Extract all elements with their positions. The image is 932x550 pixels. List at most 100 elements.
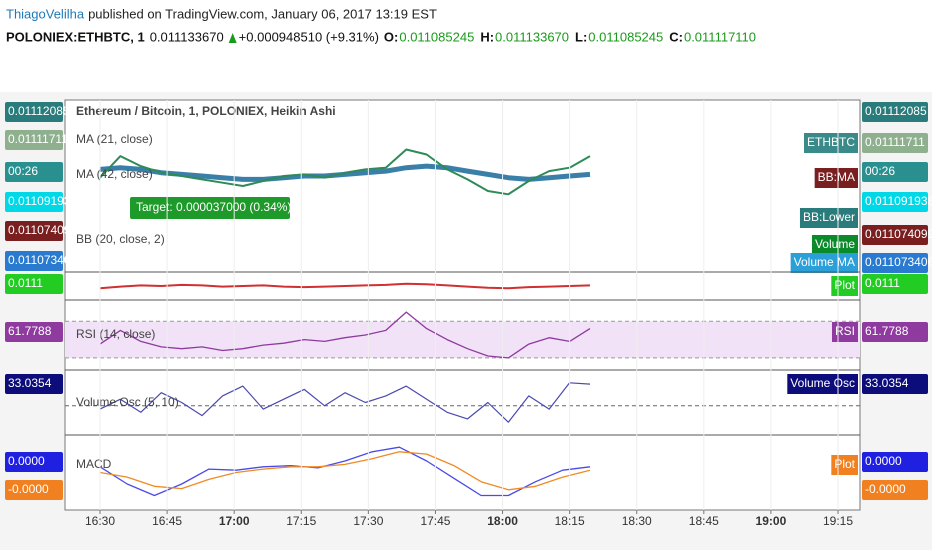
price-label-box	[5, 452, 63, 472]
quote-text: POLONIEX:ETHBTC, 1	[6, 29, 145, 44]
price-label: 0.01111711	[8, 132, 68, 146]
series-tag: Volume	[815, 237, 855, 251]
price-label: 0.0000	[8, 454, 45, 468]
price-label-box	[862, 253, 928, 273]
time-label: 18:00	[487, 514, 518, 528]
price-label: 0.0000	[865, 454, 902, 468]
price-label: 33.0354	[865, 376, 909, 390]
field-value: 0.011133670	[495, 29, 569, 44]
price-label: 0.01112085	[8, 104, 70, 118]
price-label: 0.0111	[8, 276, 43, 290]
price-label: -0.0000	[865, 482, 906, 496]
series-tag: Volume MA	[794, 255, 855, 269]
series-line	[99, 311, 591, 359]
quote-text: +0.000948510 (+9.31%)	[239, 29, 379, 44]
author[interactable]: ThiagoVelilha	[6, 6, 85, 21]
time-label: 19:00	[756, 514, 787, 528]
pane-legend: MA (21, close)	[76, 132, 153, 146]
series-line	[99, 382, 591, 423]
series-tag-box	[804, 133, 858, 153]
series-tag: ETHBTC	[807, 135, 855, 149]
field-value: 0.011085245	[588, 29, 663, 44]
rsi-band	[65, 321, 860, 358]
price-label: -0.0000	[8, 482, 49, 496]
price-label-box	[5, 102, 63, 122]
series-tag: Plot	[834, 457, 855, 471]
series-tag-box	[787, 374, 858, 394]
price-label-box	[862, 133, 928, 153]
time-label: 17:45	[420, 514, 450, 528]
pane-legend: MA (42, close)	[76, 167, 153, 181]
price-label-box	[5, 274, 63, 294]
price-label: 0.011074099	[865, 227, 932, 241]
series-line	[99, 451, 591, 491]
time-label: 16:30	[85, 514, 115, 528]
price-label: 0.01112085	[865, 104, 927, 118]
price-label-box	[5, 251, 63, 271]
series-tag-box	[814, 168, 858, 188]
price-label: 33.0354	[8, 376, 52, 390]
time-label: 17:15	[286, 514, 316, 528]
price-label-box	[862, 452, 928, 472]
price-label-box	[5, 322, 63, 342]
time-label: 17:00	[219, 514, 250, 528]
price-label: 61.7788	[8, 324, 52, 338]
price-label-box	[5, 480, 63, 500]
price-label: 0.011091936	[865, 194, 932, 208]
pane-legend: BB (20, close, 2)	[76, 232, 165, 246]
price-label-box	[862, 192, 928, 212]
series-line	[99, 148, 591, 196]
price-label: 00:26	[8, 164, 38, 178]
series-tag: Volume Osc	[790, 376, 855, 390]
field-value: 0.011117110	[684, 29, 756, 44]
series-tag: BB:MA	[818, 170, 855, 184]
time-label: 18:45	[689, 514, 719, 528]
price-label-box	[862, 162, 928, 182]
price-label: 0.0111	[865, 276, 900, 290]
price-label-box	[5, 162, 63, 182]
price-label-box	[5, 130, 63, 150]
price-label-box	[862, 102, 928, 122]
series-tag-box	[799, 208, 858, 228]
plot-area	[64, 99, 861, 511]
quote-text: 0.011133670	[150, 29, 224, 44]
series-line	[99, 163, 591, 182]
pane-legend: RSI (14, close)	[76, 327, 155, 341]
target-box	[130, 197, 290, 219]
price-label: 0.01111711	[865, 135, 925, 149]
pane-legend: Volume Osc (5, 10)	[76, 395, 179, 409]
series-tag: Plot	[834, 278, 855, 292]
price-label: 61.7788	[865, 324, 909, 338]
price-label-box	[862, 480, 928, 500]
price-label-box	[862, 322, 928, 342]
price-label: 0.011073406	[865, 255, 932, 269]
time-label: 16:45	[152, 514, 182, 528]
time-label: 18:15	[555, 514, 585, 528]
price-label-box	[5, 374, 63, 394]
price-label: 0.011091936	[8, 194, 78, 208]
series-tag: BB:Lower	[803, 210, 855, 224]
price-label: 0.011073406	[8, 253, 78, 267]
field-label: O:	[384, 29, 398, 44]
series-line	[99, 282, 591, 290]
price-label: 00:26	[865, 164, 895, 178]
time-label: 17:30	[353, 514, 383, 528]
price-label-box	[862, 274, 928, 294]
field-label: H:	[480, 29, 494, 44]
series-tag-box	[811, 235, 858, 255]
time-label: 18:30	[622, 514, 652, 528]
price-label-box	[5, 221, 63, 241]
price-label-box	[5, 192, 63, 212]
price-label-box	[862, 374, 928, 394]
field-label: L:	[575, 29, 587, 44]
field-value: 0.011085245	[399, 29, 474, 44]
pane-legend: Ethereum / Bitcoin, 1, POLONIEX, Heikin …	[76, 104, 336, 118]
series-line	[99, 446, 591, 497]
price-label: 0.011074099	[8, 223, 78, 237]
series-tag: RSI	[835, 324, 855, 338]
pane-legend: MACD	[76, 457, 112, 471]
up-arrow	[228, 33, 237, 43]
price-label-box	[862, 225, 928, 245]
